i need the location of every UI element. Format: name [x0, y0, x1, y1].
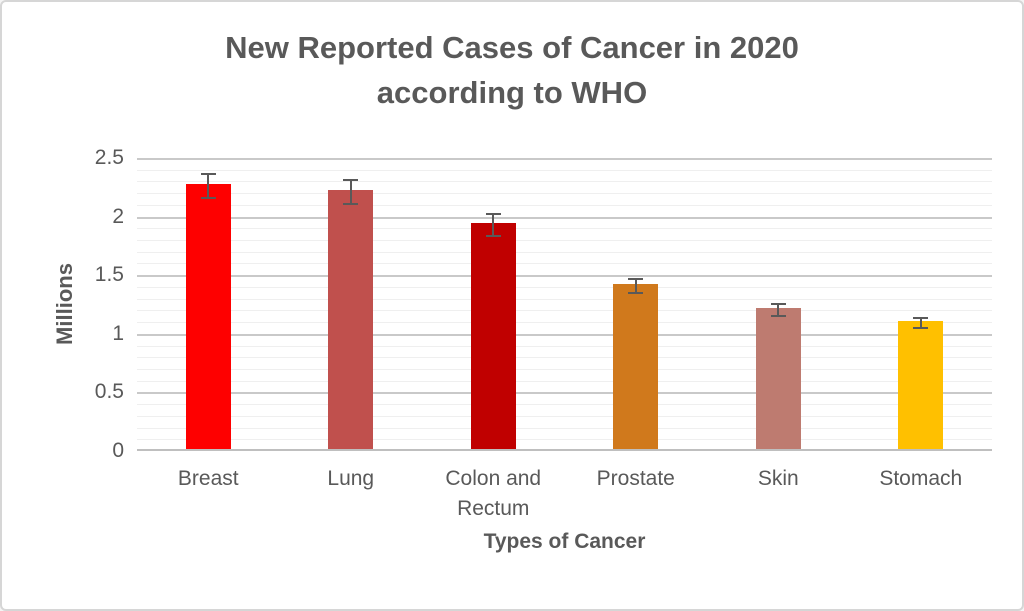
error-cap-top: [770, 303, 786, 306]
bar-skin: [755, 308, 801, 449]
minor-gridline: [137, 310, 992, 312]
error-whisker: [349, 179, 352, 205]
minor-gridline: [137, 181, 992, 183]
error-cap-top: [200, 173, 216, 176]
x-category-label: Lung: [327, 467, 375, 490]
error-cap-top: [343, 179, 359, 182]
y-tick-label: 1.5: [94, 263, 124, 287]
minor-gridline: [137, 415, 992, 417]
error-cap-top: [913, 317, 929, 320]
x-category-label: Skin: [757, 467, 799, 490]
y-tick-label: 0.5: [94, 380, 124, 404]
error-cap-top: [628, 277, 644, 280]
major-gridline: [137, 275, 992, 278]
error-bar: [913, 317, 929, 330]
error-cap-bottom: [913, 327, 929, 330]
error-cap-bottom: [485, 234, 501, 237]
bar-lung: [328, 190, 374, 449]
minor-gridline: [137, 204, 992, 206]
x-axis-labels: Breast Lung Colon and Rectum Prostate Skin St…: [137, 464, 992, 525]
minor-gridline: [137, 368, 992, 370]
minor-gridline: [137, 404, 992, 406]
minor-gridline: [137, 263, 992, 265]
plot-area: [137, 158, 992, 451]
error-bar: [485, 213, 501, 237]
minor-gridline: [137, 345, 992, 347]
x-category-label: Breast: [177, 467, 239, 490]
bar-colon-and-rectum: [470, 222, 516, 449]
error-whisker: [207, 173, 210, 200]
y-tick-label: 2: [112, 204, 124, 228]
bar-prostate: [613, 283, 659, 449]
error-whisker: [634, 277, 637, 294]
y-tick-label: 2.5: [94, 146, 124, 169]
bar-breast: [185, 184, 231, 449]
y-tick-label: 0: [112, 439, 124, 462]
error-bar: [343, 179, 359, 205]
chart-title: New Reported Cases of Cancer in 2020 acc…: [225, 30, 799, 110]
major-gridline: [137, 216, 992, 219]
x-category-label: Colon and Rectum: [445, 467, 542, 521]
error-whisker: [777, 303, 780, 318]
x-category-label: Prostate: [596, 467, 675, 490]
error-bar: [200, 173, 216, 200]
minor-gridline: [137, 193, 992, 195]
minor-gridline: [137, 427, 992, 429]
error-whisker: [492, 213, 495, 237]
error-bar: [770, 303, 786, 318]
minor-gridline: [137, 298, 992, 300]
error-cap-top: [485, 213, 501, 216]
x-axis-title: Types of Cancer: [483, 530, 646, 553]
major-gridline: [137, 158, 992, 160]
error-whisker: [919, 317, 922, 330]
bar-stomach: [898, 321, 944, 449]
minor-gridline: [137, 322, 992, 324]
major-gridline: [137, 392, 992, 395]
error-bar: [628, 277, 644, 294]
minor-gridline: [137, 169, 992, 171]
minor-gridline: [137, 286, 992, 288]
error-cap-bottom: [770, 315, 786, 318]
error-cap-bottom: [343, 202, 359, 205]
minor-gridline: [137, 439, 992, 441]
y-tick-label: 1: [112, 321, 124, 345]
minor-gridline: [137, 357, 992, 359]
x-category-label: Stomach: [879, 467, 963, 490]
error-cap-bottom: [200, 197, 216, 200]
major-gridline: [137, 333, 992, 336]
minor-gridline: [137, 228, 992, 230]
minor-gridline: [137, 380, 992, 382]
error-cap-bottom: [628, 291, 644, 294]
minor-gridline: [137, 251, 992, 253]
minor-gridline: [137, 240, 992, 242]
